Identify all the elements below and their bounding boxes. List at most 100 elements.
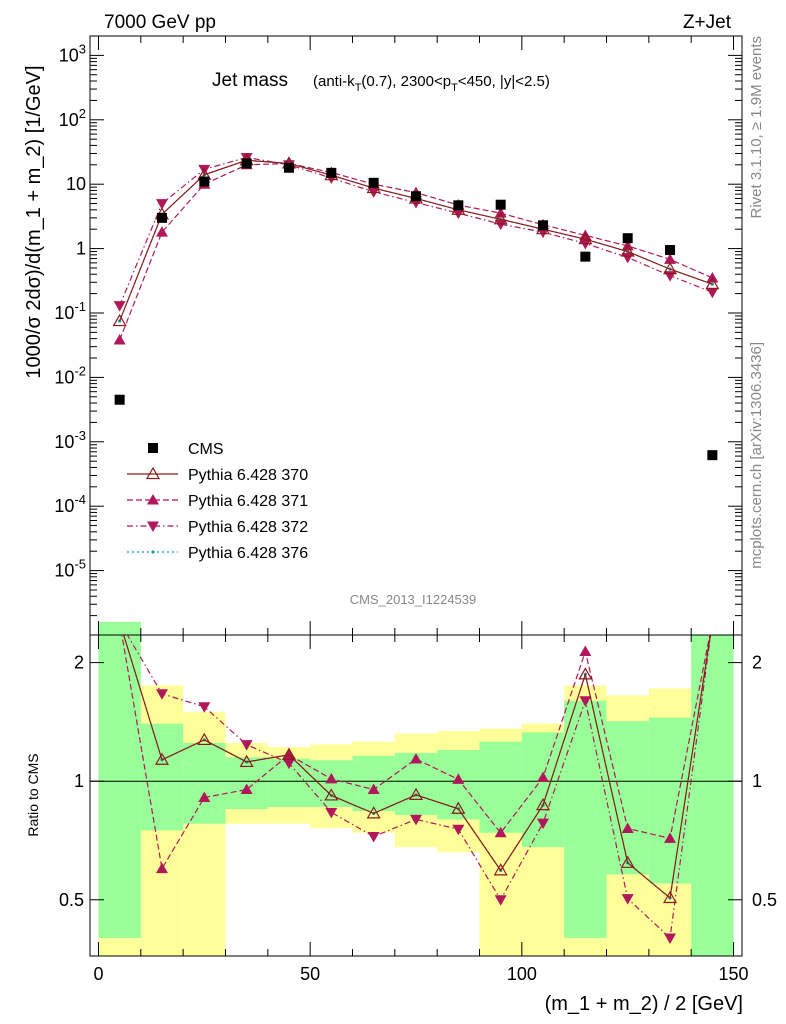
data-point [241,158,252,169]
ratio-marker [494,895,507,906]
ratio-series [121,635,712,944]
ratio-marker [366,806,381,819]
rivet-version: Rivet 3.1.10, ≥ 1.9M events [748,36,765,219]
data-point [495,199,506,210]
legend-label: Pythia 6.428 371 [188,493,308,510]
data-point [707,450,718,461]
data-point [156,212,167,223]
ratio-line [121,635,711,871]
x-tick-label: 0 [93,964,103,984]
y-tick-label: 10-3 [54,428,86,452]
ratio-marker [664,933,677,944]
ratio-marker [493,863,508,876]
legend-label-cms: CMS [188,441,224,458]
ratio-marker [410,814,422,826]
y-tick-label: 102 [59,106,86,130]
ratio-marker [408,787,424,800]
ratio-marker [451,801,466,814]
ratio-marker [282,758,295,770]
ratio-marker [621,894,634,905]
y-tick-label: 10-1 [54,299,86,323]
data-point [326,167,337,178]
band-stat [225,757,268,810]
ratio-marker [367,783,380,795]
series-marker [578,231,593,245]
data-point [114,394,125,405]
ratio-marker [367,831,380,843]
ratio-marker [620,855,635,868]
series-marker [493,212,508,225]
y-tick-label: 1 [76,239,86,259]
band-stat [352,755,395,812]
data-point [368,177,379,188]
series-marker [113,334,126,345]
analysis-id: CMS_2013_I1224539 [350,592,477,607]
ratio-marker [281,747,297,760]
band-stat [479,741,522,833]
ratio-marker [197,732,212,746]
ratio-marker [537,771,550,783]
ratio-marker [282,748,295,760]
band-stat [98,621,141,938]
y-tick-label: 103 [59,41,86,65]
ratio-tick-label: 2 [752,653,762,673]
ratio-marker [535,797,551,811]
data-point [411,191,421,202]
ratio-tick-label: 1 [752,771,762,791]
series-marker [112,313,127,327]
ratio-line [123,635,711,900]
series-marker [198,164,211,176]
series-marker [662,261,678,275]
series-marker [113,301,126,312]
y-tick-label: 10-5 [54,557,86,581]
ratio-marker [410,753,422,764]
ratio-marker [325,807,338,819]
x-tick-label: 150 [719,964,749,984]
ratio-line [126,635,712,940]
ratio-marker [155,689,168,700]
ratio-tick-label: 1 [74,771,84,791]
ratio-axis-label: Ratio to CMS [25,753,41,836]
series-line [119,156,713,306]
ratio-marker [452,773,465,784]
ratio-marker [155,862,168,874]
ratio-marker [325,772,338,784]
legend-marker-cms [148,443,158,453]
y-tick-label: 10-2 [54,363,86,387]
ratio-frame [89,634,743,957]
plot-title: Jet mass (anti-kT(0.7), 2300<pT<450, |y|… [212,70,550,94]
band-stat [140,723,184,831]
series-marker [621,252,634,264]
band-stat [310,760,353,807]
data-point [453,200,464,211]
mcplots-credit: mcplots.cern.ch [arXiv:1306.3436] [748,342,765,569]
legend-label: Pythia 6.428 376 [188,545,308,562]
ratio-marker [240,783,253,795]
legend-marker [145,466,161,480]
band-stat [183,743,226,824]
legend-marker [147,494,159,505]
legend: CMS Pythia 6.428 370 Pythia 6.428 371 Pythi… [127,441,308,562]
process-label: Z+Jet [683,12,732,33]
series-marker [664,253,677,264]
series-marker [155,226,168,237]
title-detail: (anti-kT(0.7), 2300<pT<450, |y|<2.5) [313,73,550,94]
data-point [538,220,549,231]
legend-label: Pythia 6.428 372 [188,519,308,536]
y-tick-label: 10-4 [54,492,86,516]
ratio-marker [664,832,677,843]
y-tick-label: 10 [66,174,86,194]
series-marker [155,199,168,210]
ratio-marker [578,667,593,680]
series-marker [620,244,635,257]
legend-label: Pythia 6.428 370 [188,467,308,484]
data-point [622,233,633,244]
band-stat [521,732,565,848]
band-stat [564,700,607,938]
ratio-marker [452,824,465,836]
ratio-marker [621,822,634,833]
series-marker [240,152,253,164]
data-point [199,176,210,187]
ratio-series-group [121,635,712,944]
